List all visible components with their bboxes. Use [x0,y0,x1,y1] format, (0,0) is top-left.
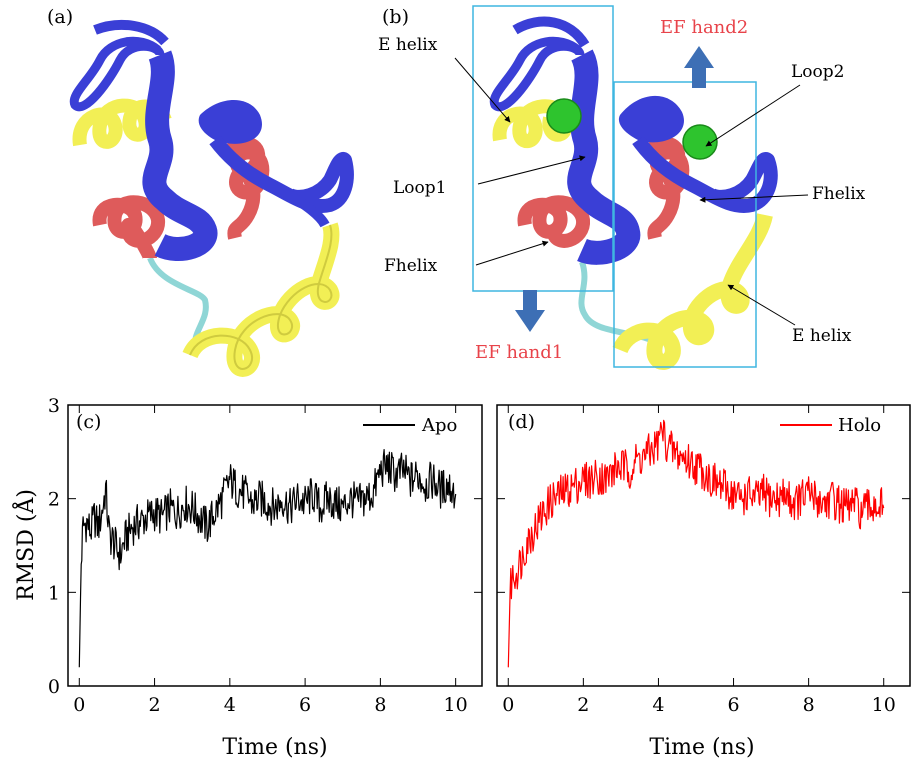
plot-frame [496,404,911,687]
chart-apo-rmsd: (c) 0 2 4 6 8 10 0 1 2 3 Apo Time (ns) RMSD (Å) [11,395,483,760]
label-f-helix-left: Fhelix [384,256,438,276]
structure-holo: (b) [378,5,866,370]
red-helix-left [92,195,165,261]
structure-apo: (a) [47,6,354,377]
legend-label-apo: Apo [421,415,457,436]
x-tick-label: 0 [502,694,514,716]
pointer-loop2 [705,84,801,147]
yellow-helix-lower [182,222,340,377]
x-tick-label: 6 [299,694,311,716]
blue-strands [489,16,778,265]
plot-frame [67,404,483,687]
label-e-helix-left: E helix [378,35,438,55]
y-tick-label: 3 [48,395,60,417]
calcium-ion-1 [546,98,582,134]
ef-hand1-box [472,5,614,292]
y-axis-title: RMSD (Å) [11,489,39,601]
pointer-f-helix-left [475,240,549,266]
y-ticks: 0 1 2 3 [48,395,482,698]
x-ticks: 0 2 4 6 8 10 [502,405,896,716]
coil-segment [147,256,209,351]
panel-label-b: (b) [382,6,409,28]
x-tick-label: 4 [652,694,664,716]
pointer-e-helix-right [727,284,796,326]
label-loop1: Loop1 [393,178,446,198]
panel-label-c: (c) [76,411,101,433]
label-loop2: Loop2 [791,62,844,82]
ef-hand2-box [613,81,757,368]
label-f-helix-right: Fhelix [812,184,866,204]
x-tick-label: 10 [444,694,468,716]
x-axis-title: Time (ns) [649,735,754,760]
series-line-holo [507,419,885,668]
y-tick-label: 0 [48,676,60,698]
x-tick-label: 0 [73,694,85,716]
x-axis-title: Time (ns) [222,735,327,760]
apo-ribbon [69,19,354,377]
x-tick-label: 2 [149,694,161,716]
ef-hand1-arrow [515,290,545,332]
y-ticks [497,404,910,687]
series-layer [507,419,885,668]
x-ticks: 0 2 4 6 8 10 [73,405,468,716]
yellow-helix-upper [72,98,172,149]
chart-holo-rmsd: (d) 0 2 4 6 8 10 Holo Time (ns) [496,404,911,760]
red-helix-left [517,195,590,248]
y-tick-label: 1 [48,582,60,604]
legend-label-holo: Holo [838,415,881,436]
y-tick-label: 2 [48,489,60,511]
label-e-helix-right: E helix [792,326,852,346]
x-tick-label: 6 [727,694,739,716]
pointer-f-helix-right [699,194,809,203]
pointer-e-helix-left [454,57,511,123]
label-ef-hand1: EF hand1 [475,342,563,363]
series-line-apo [78,449,457,668]
calcium-ion-2 [682,124,718,160]
x-tick-label: 10 [872,694,896,716]
x-tick-label: 2 [577,694,589,716]
x-tick-label: 8 [803,694,815,716]
ef-hand2-arrow [684,46,714,88]
x-tick-label: 4 [224,694,236,716]
label-ef-hand2: EF hand2 [660,17,748,38]
blue-strands [69,19,354,261]
pointer-loop1 [477,155,586,185]
panel-label-a: (a) [47,6,73,28]
x-tick-label: 8 [374,694,386,716]
panel-label-d: (d) [508,411,535,433]
series-layer [78,449,457,668]
